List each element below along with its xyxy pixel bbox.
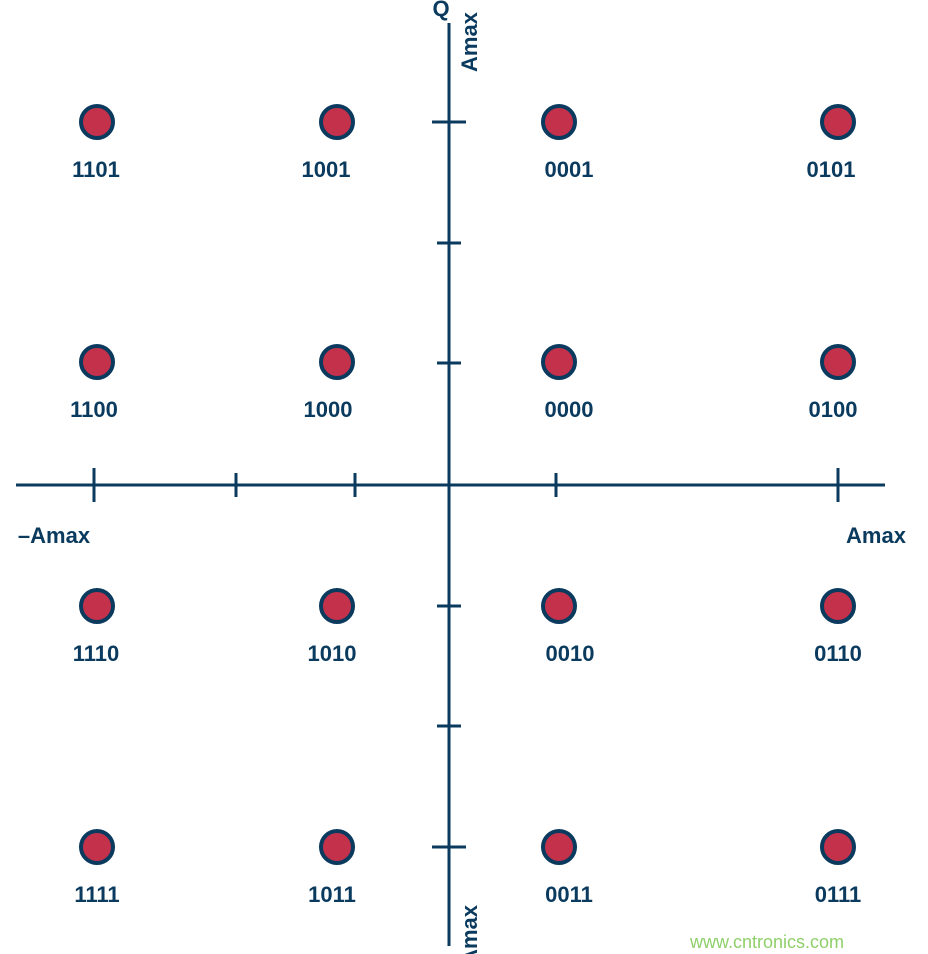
constellation-point: [81, 346, 113, 378]
x-axis-label-pos: Amax: [846, 523, 907, 548]
constellation-point: [543, 831, 575, 863]
constellation-point: [81, 590, 113, 622]
constellation-point: [543, 106, 575, 138]
constellation-point-label: 1000: [304, 397, 353, 422]
y-axis-label-amax-top: Amax: [457, 11, 482, 72]
constellation-point: [822, 831, 854, 863]
constellation-point-label: 1110: [73, 641, 120, 666]
constellation-point: [81, 831, 113, 863]
constellation-point-label: 1011: [308, 882, 356, 907]
constellation-point-label: 1100: [70, 397, 118, 422]
constellation-point: [822, 346, 854, 378]
constellation-point-label: 0111: [815, 882, 862, 907]
constellation-point: [321, 106, 353, 138]
constellation-point-label: 0011: [545, 882, 593, 907]
constellation-point-label: 0000: [545, 397, 594, 422]
constellation-point-label: 1010: [308, 641, 357, 666]
constellation-point: [321, 831, 353, 863]
y-axis-label-amax-bot: –Amax: [457, 904, 482, 954]
constellation-point-label: 1111: [74, 882, 119, 907]
constellation-point: [543, 590, 575, 622]
constellation-point: [81, 106, 113, 138]
constellation-point: [822, 590, 854, 622]
constellation-point-label: 0110: [814, 641, 862, 666]
constellation-point: [321, 590, 353, 622]
constellation-point-label: 0100: [809, 397, 858, 422]
constellation-point: [543, 346, 575, 378]
constellation-point: [822, 106, 854, 138]
constellation-diagram: –Amax Amax Q Amax –Amax 1101 1001 0001 0101 1100 1…: [0, 0, 928, 954]
constellation-point-label: 0010: [546, 641, 595, 666]
y-axis-label-q: Q: [432, 0, 449, 21]
watermark-text: www.cntronics.com: [690, 932, 844, 953]
constellation-point-label: 1001: [302, 157, 351, 182]
x-axis-label-neg: –Amax: [18, 523, 91, 548]
constellation-point: [321, 346, 353, 378]
constellation-point-label: 0101: [807, 157, 856, 182]
constellation-point-label: 0001: [545, 157, 594, 182]
constellation-point-label: 1101: [72, 157, 120, 182]
